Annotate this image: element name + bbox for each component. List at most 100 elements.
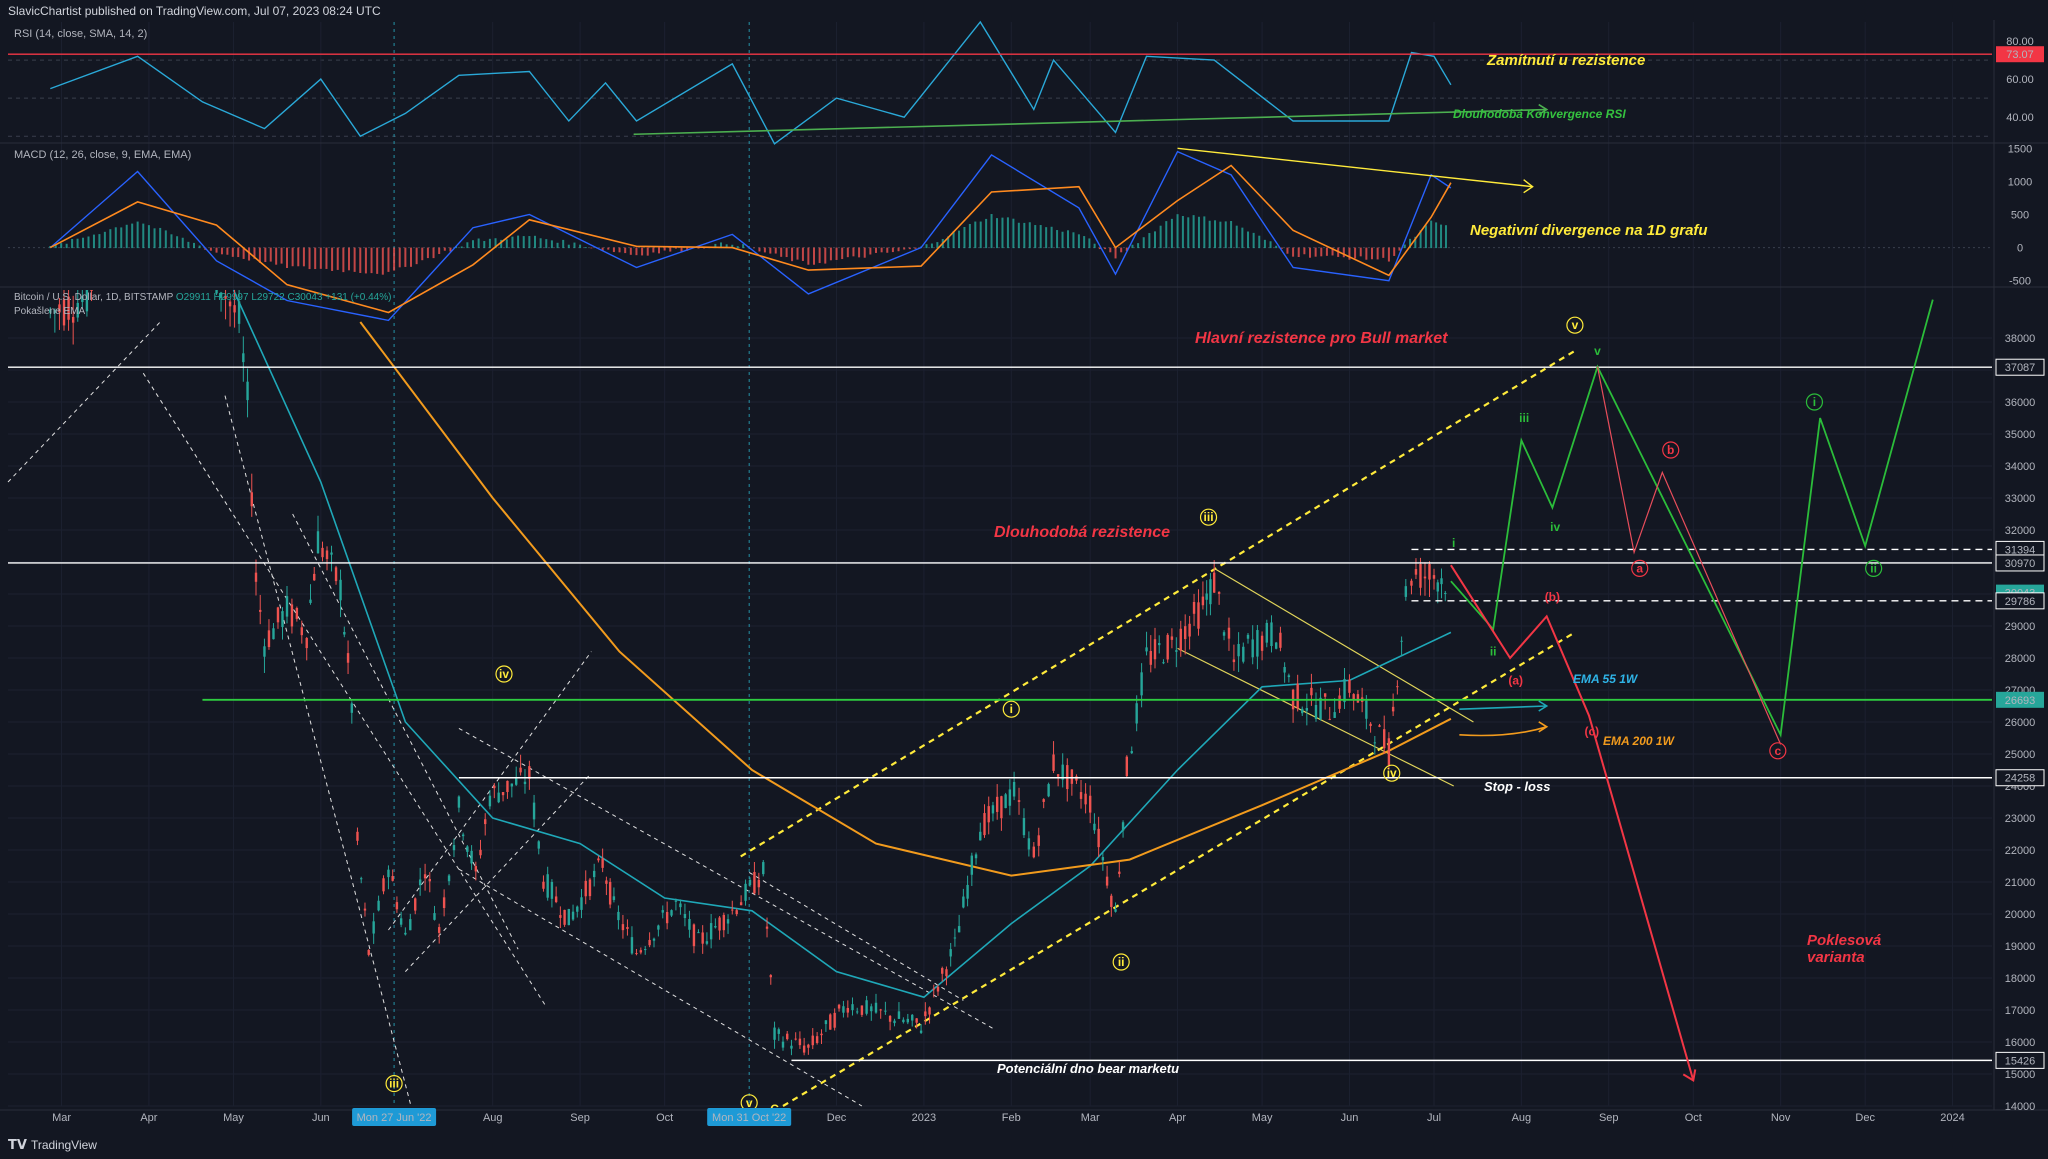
candle-body	[85, 290, 89, 312]
bear-arrowhead	[1682, 1069, 1697, 1083]
candle-body	[661, 910, 664, 913]
macd-histogram-bar	[720, 242, 722, 249]
time-axis-label: 2023	[912, 1112, 936, 1124]
candle-body	[781, 1041, 785, 1048]
macd-histogram-bar	[858, 247, 861, 258]
macd-histogram-bar	[841, 247, 844, 260]
macd-histogram-bar	[1348, 247, 1351, 260]
candle-body	[718, 917, 721, 931]
time-axis-label: Jun	[1341, 1112, 1359, 1124]
macd-histogram-bar	[404, 247, 407, 267]
time-axis-label: Mar	[52, 1112, 71, 1124]
candle-body	[820, 1033, 823, 1036]
macd-histogram-bar	[1297, 247, 1300, 258]
candle-body	[1222, 632, 1226, 636]
price-axis-label: 25000	[2005, 749, 2036, 761]
macd-histogram-bar	[562, 239, 565, 249]
macd-histogram-bar	[1012, 218, 1015, 249]
macd-histogram-bar	[1039, 225, 1042, 249]
macd-histogram-bar	[1263, 239, 1266, 249]
macd-histogram-bar	[658, 247, 660, 254]
candle-body	[1205, 593, 1208, 600]
candle-body	[576, 906, 579, 912]
candle-body	[1047, 784, 1050, 797]
candle-body	[1149, 651, 1152, 665]
candle-body	[71, 316, 75, 323]
macd-histogram-bar	[1331, 247, 1334, 256]
rsi-arrowhead	[1538, 103, 1549, 116]
macd-histogram-bar	[176, 236, 179, 249]
candle-body	[67, 296, 70, 320]
candle-body	[1121, 822, 1125, 831]
channel-line	[292, 513, 519, 950]
macd-histogram-bar	[545, 239, 548, 249]
macd-histogram-bar	[153, 228, 156, 249]
time-axis-label: Oct	[1685, 1112, 1702, 1124]
macd-histogram-bar	[791, 247, 794, 262]
candle-body	[824, 1020, 828, 1025]
candle-body	[470, 850, 473, 864]
macd-histogram-bar	[1320, 247, 1323, 257]
time-axis-highlight	[352, 1108, 437, 1126]
footer-brand[interactable]: TradingView	[30, 1138, 97, 1152]
macd-histogram-bar	[308, 247, 311, 270]
time-axis-label: Oct	[656, 1112, 673, 1124]
price-mark-badge	[1996, 691, 2044, 708]
candle-body	[215, 290, 218, 294]
candle-body	[382, 878, 385, 892]
candle-body	[777, 1029, 780, 1034]
candle-body	[506, 780, 509, 793]
macd-histogram-bar	[1120, 247, 1123, 253]
candle-body	[423, 874, 427, 879]
candle-body	[757, 879, 761, 888]
candle-body	[630, 937, 634, 954]
macd-histogram-bar	[280, 247, 283, 264]
price-mark-label: 30970	[2005, 558, 2036, 570]
time-axis-label: Sep	[570, 1112, 590, 1124]
candle-body	[957, 926, 961, 933]
candle-body	[714, 925, 717, 928]
wave-circle	[1566, 316, 1584, 334]
price-axis-label: 14000	[2005, 1101, 2036, 1113]
time-axis-label: Dec	[1855, 1112, 1875, 1124]
macd-histogram-bar	[1409, 238, 1412, 249]
candle-body	[309, 599, 312, 603]
candle-body	[1365, 700, 1368, 719]
macd-histogram-bar	[1286, 247, 1289, 254]
wave-label: iii	[1204, 510, 1214, 524]
ohlc-readout: O29911 H29997 L29722 C30043 +131 (+0.44%…	[175, 292, 392, 303]
macd-histogram-bar	[170, 234, 173, 249]
wave-label: ii	[1118, 955, 1125, 969]
macd-histogram-bar	[1235, 225, 1238, 249]
candle-body	[1440, 578, 1443, 585]
candle-body	[644, 949, 647, 951]
time-axis-label: 2024	[1940, 1112, 1964, 1124]
macd-histogram-bar	[1137, 243, 1140, 249]
macd-histogram-bar	[159, 227, 162, 249]
wave-label: iv	[1550, 520, 1560, 534]
candle-body	[1088, 795, 1092, 813]
candle-body	[250, 492, 253, 507]
macd-histogram-bar	[863, 247, 866, 258]
candle-body	[1323, 693, 1327, 697]
candle-body	[246, 381, 249, 401]
macd-histogram-bar	[979, 221, 982, 249]
candle-body	[919, 1030, 923, 1033]
macd-histogram-bar	[663, 247, 666, 251]
macd-histogram-bar	[1187, 217, 1190, 249]
candle-body	[452, 845, 456, 851]
candle-body	[1432, 575, 1436, 579]
candle-body	[856, 1011, 859, 1013]
candle-body	[1004, 794, 1007, 809]
price-axis-label: 17000	[2005, 1005, 2036, 1017]
candle-body	[657, 925, 660, 930]
candle-body	[559, 915, 562, 918]
time-axis-label: Jul	[1427, 1112, 1441, 1124]
candle-body	[915, 1018, 918, 1023]
macd-histogram-bar	[325, 247, 328, 269]
macd-histogram-bar	[364, 247, 367, 274]
candle-body	[224, 295, 227, 299]
candle-body	[979, 831, 982, 841]
macd-histogram-bar	[125, 224, 128, 249]
